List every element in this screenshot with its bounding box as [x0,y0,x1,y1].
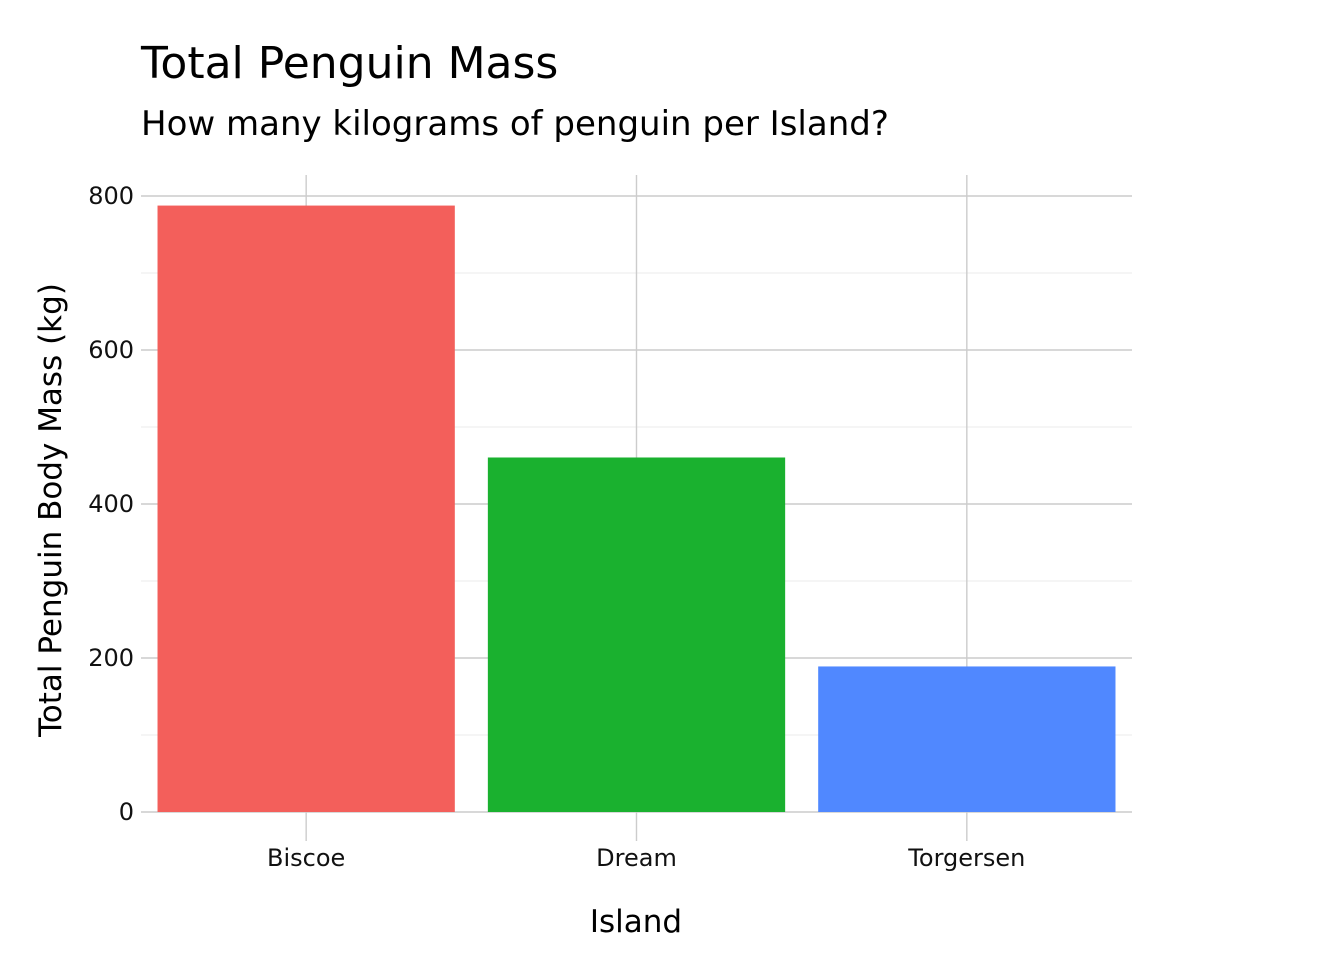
chart-subtitle: How many kilograms of penguin per Island… [141,104,889,144]
y-tick-label: 800 [88,182,134,210]
y-tick-label: 0 [119,798,134,826]
x-axis-ticks: Biscoe Dream Torgersen [267,844,1025,872]
x-tick-label: Torgersen [907,844,1025,872]
chart-title: Total Penguin Mass [141,38,559,89]
bar-torgersen [818,666,1116,812]
x-tick-label: Dream [596,844,677,872]
y-axis-ticks: 0 200 400 600 800 [88,182,134,826]
y-tick-label: 600 [88,336,134,364]
y-axis-title: Total Penguin Body Mass (kg) [33,283,69,738]
x-axis-title: Island [590,904,682,940]
bar-biscoe [157,205,455,812]
y-tick-label: 200 [88,644,134,672]
bars [157,205,1116,812]
x-tick-label: Biscoe [267,844,345,872]
y-tick-label: 400 [88,490,134,518]
bar-dream [487,457,786,812]
